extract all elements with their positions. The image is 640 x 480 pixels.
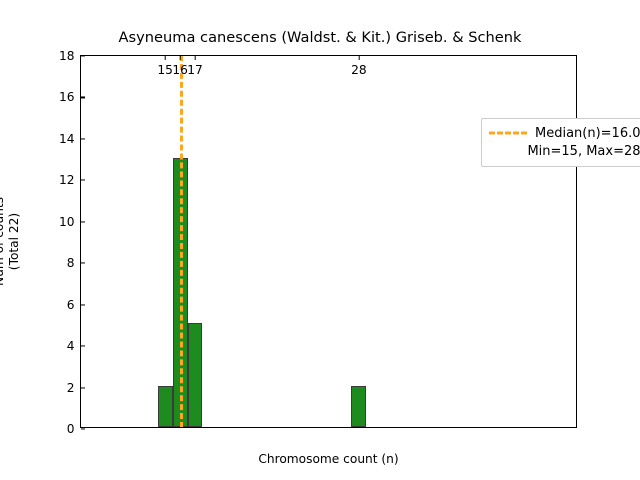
y-tick-label: 0 [66, 422, 75, 436]
y-tick: 18 [58, 49, 85, 63]
y-tick-label: 18 [58, 49, 75, 63]
legend-box: Median(n)=16.0 Min=15, Max=28 [481, 118, 640, 167]
x-tick: 15 [157, 56, 173, 77]
x-tick: 28 [351, 56, 367, 77]
legend-entry-median: Median(n)=16.0 [489, 124, 640, 142]
x-tick-label: 17 [187, 62, 203, 77]
x-tick-mark [164, 56, 166, 60]
x-tick: 17 [187, 56, 203, 77]
x-tick-label: 16 [172, 62, 188, 77]
x-tick-mark [358, 56, 360, 60]
y-tick-label: 12 [58, 173, 75, 188]
y-tick: 8 [66, 256, 85, 271]
legend-entry-minmax: Min=15, Max=28 [489, 142, 640, 160]
legend-label-minmax: Min=15, Max=28 [527, 143, 640, 159]
y-axis-label: Num of counts (Total 22) [0, 55, 22, 428]
y-tick-label: 14 [58, 131, 75, 146]
y-tick: 6 [66, 297, 85, 312]
y-tick-mark [81, 179, 85, 181]
plot-area: 0 2 4 6 8 10 12 14 16 18 15 16 17 28 Median(n)=16.0 … [59, 49, 640, 436]
y-tick-mark [81, 428, 85, 430]
y-tick-mark [81, 55, 85, 57]
y-axis-label-text: Num of counts (Total 22) [0, 197, 21, 286]
legend-label-median: Median(n)=16.0 [535, 125, 640, 141]
y-tick: 2 [66, 380, 85, 395]
y-tick-label: 10 [58, 214, 75, 229]
y-tick: 10 [58, 214, 85, 229]
y-tick-mark [81, 138, 85, 140]
y-tick: 14 [58, 131, 85, 146]
y-tick-label: 6 [66, 297, 75, 312]
y-tick-label: 16 [58, 90, 75, 105]
x-axis-label: Chromosome count (n) [258, 452, 399, 466]
y-tick-mark [81, 345, 85, 347]
y-tick-label: 4 [66, 339, 75, 354]
y-tick-mark [81, 221, 85, 223]
chart-title: Asyneuma canescens (Waldst. & Kit.) Gris… [118, 29, 522, 46]
dashed-line-icon [489, 127, 527, 139]
plot-inner [81, 56, 576, 427]
y-tick: 16 [58, 90, 85, 105]
y-tick: 4 [66, 339, 85, 354]
bar [157, 385, 173, 427]
y-tick-mark [81, 387, 85, 389]
y-tick-mark [81, 262, 85, 264]
bar [351, 385, 367, 427]
y-tick: 0 [66, 422, 85, 436]
y-tick: 12 [58, 173, 85, 188]
bar [187, 323, 203, 427]
y-tick-label: 8 [66, 256, 75, 271]
y-tick-mark [81, 304, 85, 306]
x-tick-label: 15 [157, 62, 173, 77]
y-tick-label: 2 [66, 380, 75, 395]
x-tick-mark [179, 56, 181, 60]
bar [172, 157, 188, 427]
y-tick-mark [81, 96, 85, 98]
median-line [180, 56, 184, 427]
x-tick-label: 28 [351, 62, 367, 77]
x-tick-mark [194, 56, 196, 60]
x-tick: 16 [172, 56, 188, 77]
